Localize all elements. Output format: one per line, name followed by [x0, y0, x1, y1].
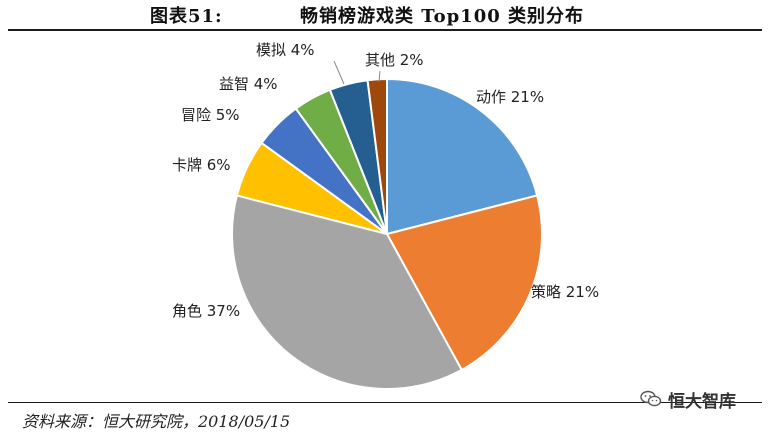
chart-title: 畅销榜游戏类 Top100 类别分布 — [300, 6, 585, 27]
slice-label-3: 角色 37% — [172, 302, 240, 320]
slice-label-5: 冒险 5% — [181, 106, 240, 124]
wechat-icon — [640, 390, 662, 407]
pie-slice-3 — [231, 194, 464, 390]
pie-chart: 动作 21% 策略 21% 角色 37% 卡牌 6% 冒险 5% 益智 4% 模拟 4% 其他… — [172, 41, 599, 390]
leader-line-8 — [378, 70, 381, 83]
pie-slice-1 — [386, 77, 539, 236]
watermark-text: 恒大智库 — [668, 391, 736, 412]
bottom-rule — [8, 402, 762, 403]
slice-label-1: 动作 21% — [476, 88, 544, 106]
figure-label: 图表51: — [150, 6, 223, 27]
figure-header: 图表51: 畅销榜游戏类 Top100 类别分布 — [0, 0, 770, 32]
source-note: 资料来源：恒大研究院，2018/05/15 — [22, 412, 291, 431]
pie-slice-8 — [366, 77, 388, 235]
slice-label-2: 策略 21% — [531, 283, 599, 301]
slice-label-4: 卡牌 6% — [172, 156, 231, 174]
slice-label-8: 其他 2% — [365, 51, 424, 69]
leader-line-7 — [333, 60, 345, 85]
pie-slice-2 — [385, 194, 543, 372]
slice-label-6: 益智 4% — [219, 75, 278, 93]
top-rule — [8, 29, 762, 31]
watermark: 恒大智库 — [640, 386, 736, 412]
slice-label-7: 模拟 4% — [256, 41, 315, 59]
pie-chart-area: 动作 21% 策略 21% 角色 37% 卡牌 6% 冒险 5% 益智 4% 模拟 4% 其他… — [0, 32, 770, 400]
